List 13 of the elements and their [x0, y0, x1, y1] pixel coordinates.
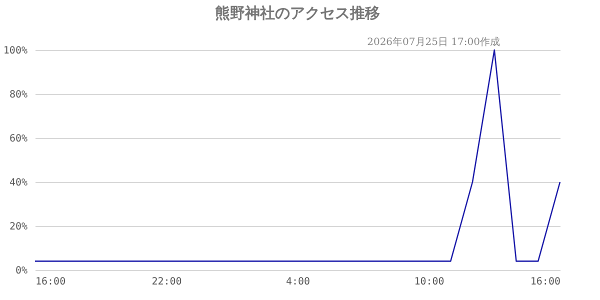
y-tick-label: 40%: [9, 178, 28, 188]
text: 2026年07月25日 17:00作成: [367, 36, 500, 48]
y-tick-label: 80%: [9, 90, 28, 100]
x-tick-label: 16:00: [36, 276, 66, 288]
chart-title: 熊野神社のアクセス推移: [215, 4, 380, 22]
y-tick-label: 20%: [9, 222, 28, 232]
y-tick-label: 60%: [9, 134, 28, 144]
x-tick-label: 10:00: [414, 276, 444, 288]
x-tick-label: 4:00: [286, 276, 310, 288]
x-tick-label: 16:00: [530, 276, 560, 288]
y-tick-label: 0%: [15, 266, 28, 276]
x-tick-label: 22:00: [152, 276, 182, 288]
y-tick-label: 100%: [3, 46, 28, 56]
